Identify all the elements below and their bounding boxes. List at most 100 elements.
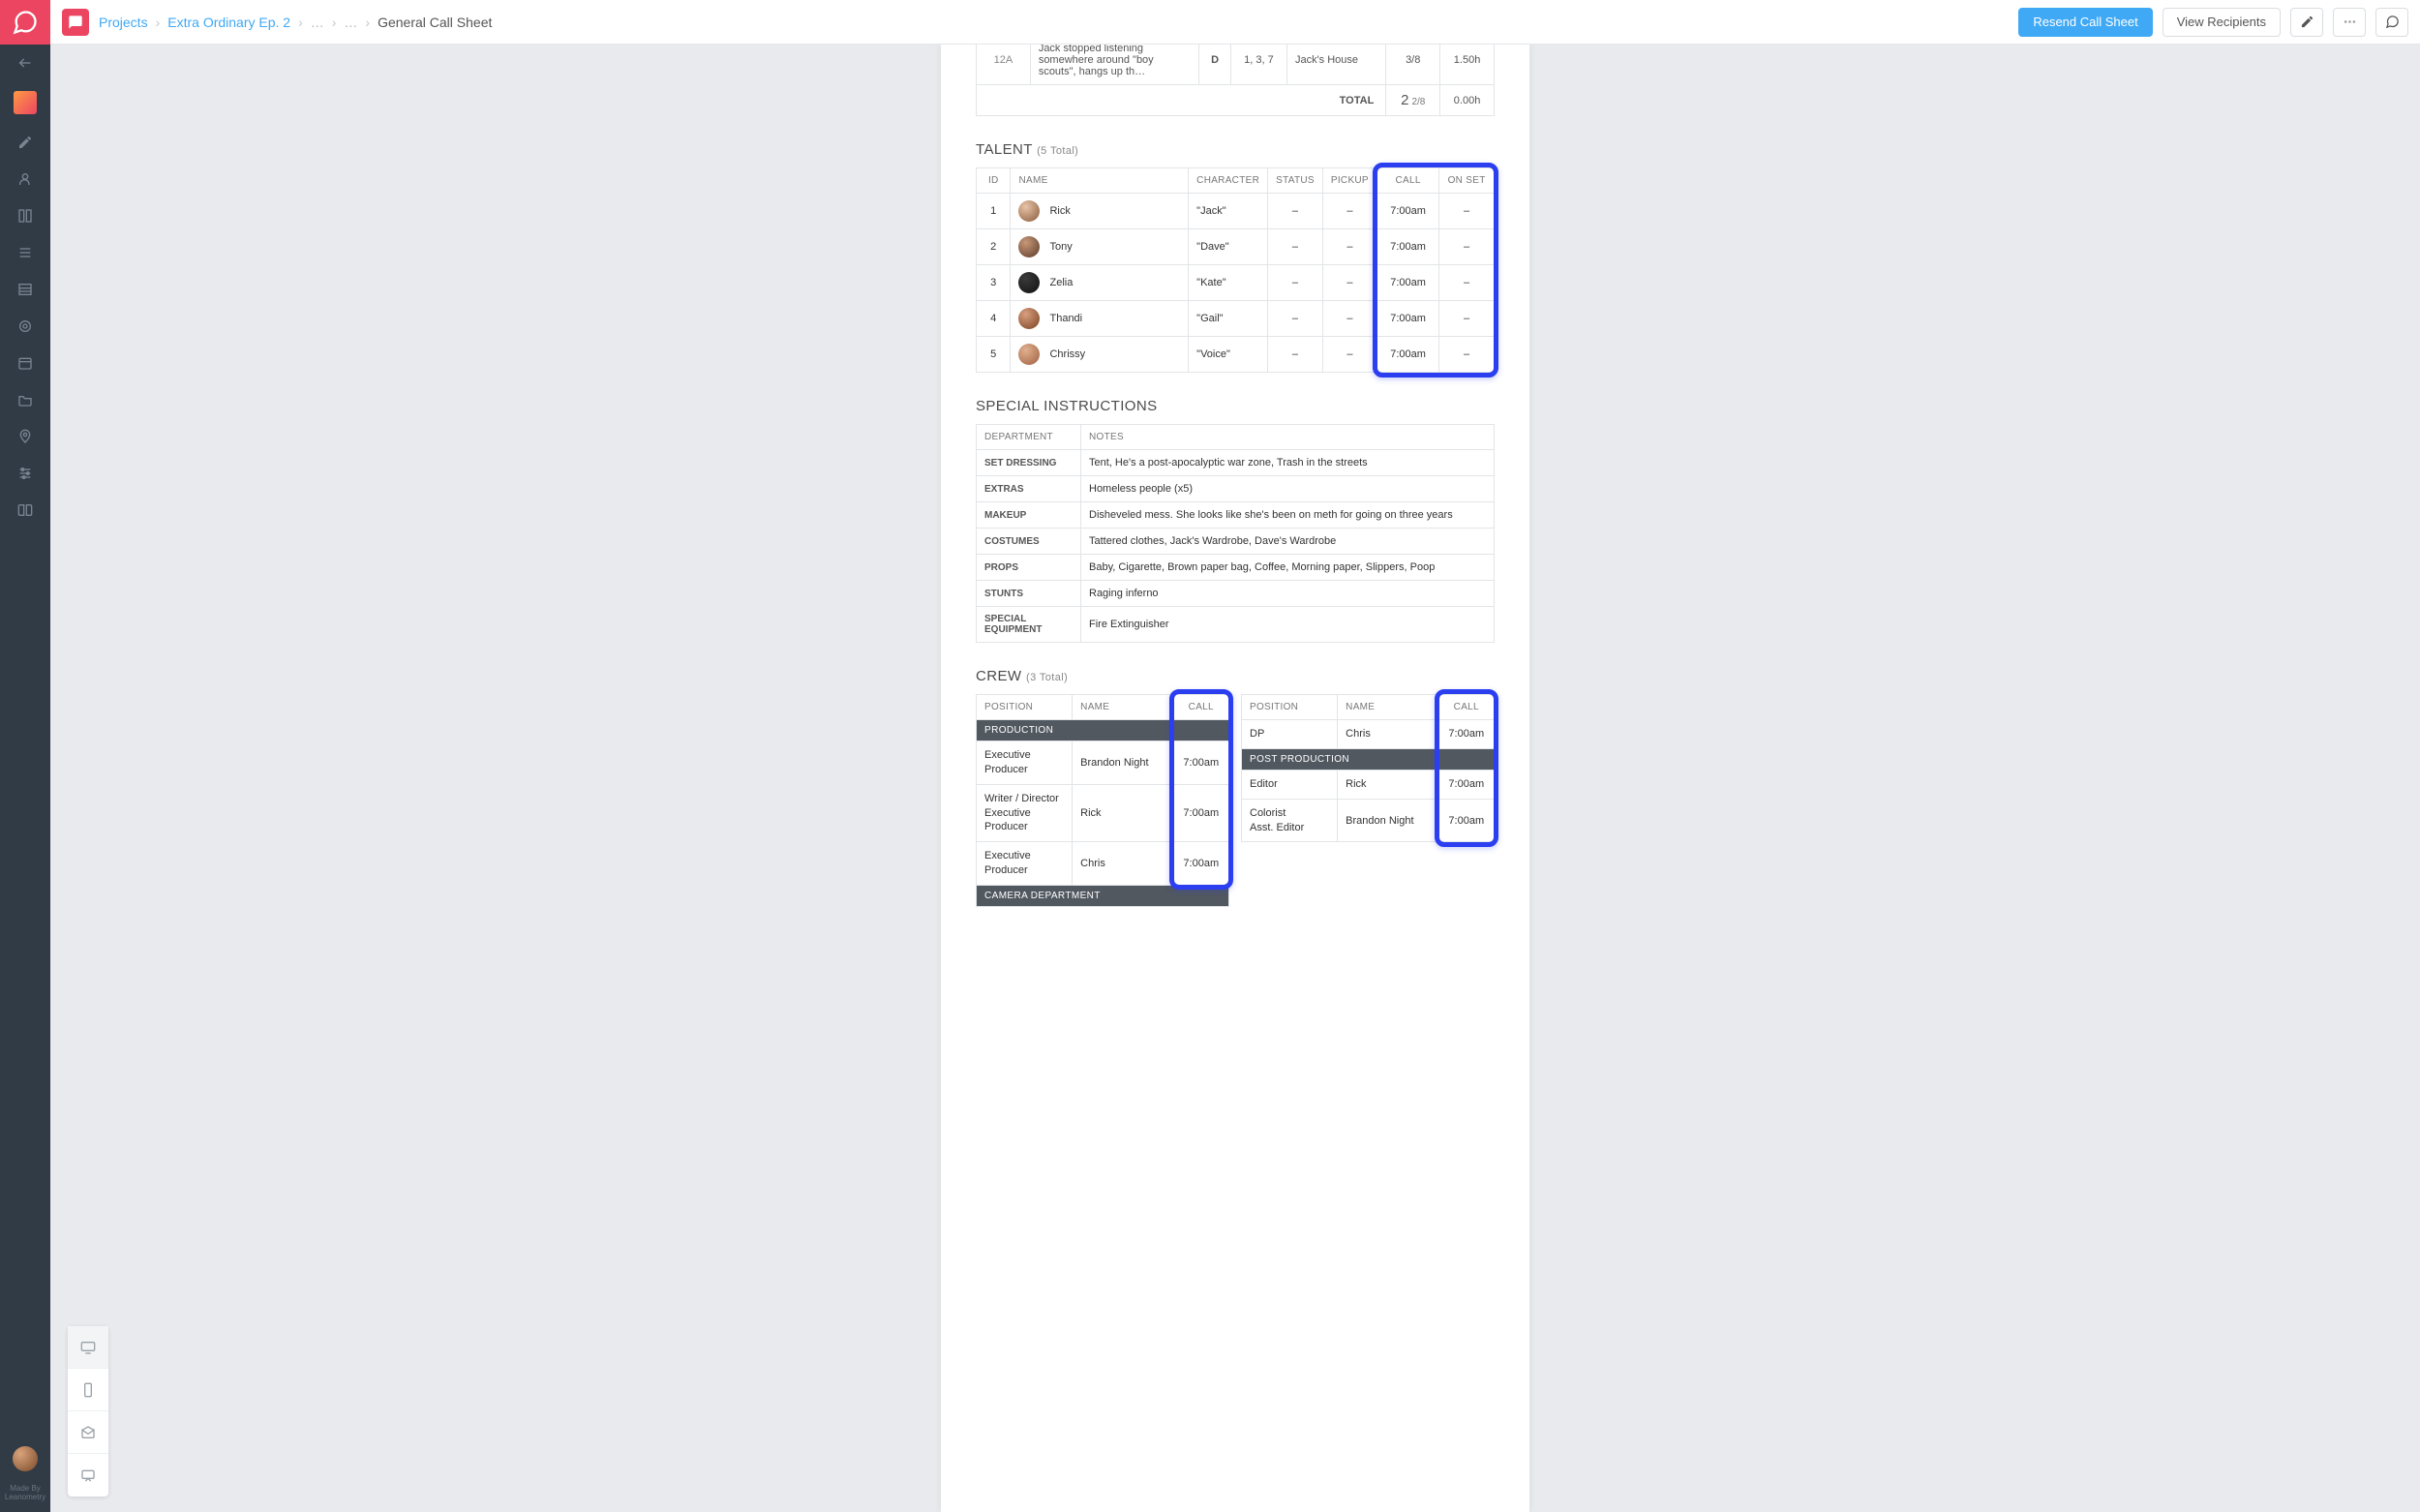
special-dept: COSTUMES [977,529,1081,555]
talent-table: ID NAME CHARACTER STATUS PICKUP CALL ON … [976,167,1495,373]
talent-status: – [1268,265,1323,301]
col-position: POSITION [1242,695,1338,720]
mobile-view-button[interactable] [68,1369,108,1411]
col-call: CALL [1376,168,1438,194]
crew-row[interactable]: DPChris7:00am [1242,720,1495,749]
talent-character: "Jack" [1189,194,1268,229]
crew-position: Editor [1242,770,1338,799]
left-sidebar: Made By Leanometry [0,0,50,1512]
talent-id: 5 [977,337,1011,373]
chevron-right-icon: › [298,15,303,30]
avatar [1018,200,1040,222]
calendar-icon[interactable] [0,345,50,381]
col-name: NAME [1338,695,1438,720]
list-icon[interactable] [0,234,50,271]
edit-button[interactable] [2290,8,2323,37]
crew-row[interactable]: EditorRick7:00am [1242,770,1495,799]
grid-icon[interactable] [0,271,50,308]
chat-view-button[interactable] [68,1454,108,1497]
breadcrumb-episode[interactable]: Extra Ordinary Ep. 2 [167,15,290,30]
user-avatar[interactable] [13,1446,38,1471]
special-row: PROPSBaby, Cigarette, Brown paper bag, C… [977,555,1495,581]
col-status: STATUS [1268,168,1323,194]
project-thumb[interactable] [14,91,37,114]
talent-call: 7:00am [1376,265,1438,301]
crew-call: 7:00am [1438,720,1494,749]
crew-call: 7:00am [1173,842,1228,886]
sliders-icon[interactable] [0,455,50,492]
talent-call: 7:00am [1376,301,1438,337]
call-sheet-page: 12A Jack stopped listening somewhere aro… [941,45,1529,1512]
crew-row[interactable]: Executive ProducerChris7:00am [977,842,1229,886]
columns-icon[interactable] [0,197,50,234]
special-row: EXTRASHomeless people (x5) [977,476,1495,502]
content-scroll[interactable]: 12A Jack stopped listening somewhere aro… [50,45,2420,1512]
talent-status: – [1268,229,1323,265]
crew-name: Rick [1338,770,1438,799]
pencil-icon[interactable] [0,124,50,161]
talent-pickup: – [1322,229,1376,265]
breadcrumb-dots[interactable]: … [344,15,357,30]
back-icon[interactable] [0,45,50,81]
crew-title: CREW (3 Total) [976,668,1495,684]
talent-pickup: – [1322,337,1376,373]
crew-row[interactable]: ColoristAsst. EditorBrandon Night7:00am [1242,799,1495,842]
more-button[interactable] [2333,8,2366,37]
col-pickup: PICKUP [1322,168,1376,194]
special-dept: PROPS [977,555,1081,581]
dept-row: CAMERA DEPARTMENT [977,885,1229,906]
crew-call: 7:00am [1173,784,1228,842]
talent-row[interactable]: 1Rick"Jack"––7:00am– [977,194,1495,229]
col-position: POSITION [977,695,1073,720]
talent-row[interactable]: 4Thandi"Gail"––7:00am– [977,301,1495,337]
crew-row[interactable]: Writer / DirectorExecutive ProducerRick7… [977,784,1229,842]
col-name: NAME [1073,695,1173,720]
desktop-view-button[interactable] [68,1326,108,1369]
col-call: CALL [1173,695,1228,720]
view-recipients-button[interactable]: View Recipients [2163,8,2281,37]
talent-onset: – [1439,301,1495,337]
crew-position: Executive Producer [977,842,1073,886]
avatar [1018,236,1040,257]
talent-row[interactable]: 5Chrissy"Voice"––7:00am– [977,337,1495,373]
talent-row[interactable]: 2Tony"Dave"––7:00am– [977,229,1495,265]
user-icon[interactable] [0,161,50,197]
breadcrumb-projects[interactable]: Projects [99,15,148,30]
app-logo[interactable] [0,0,50,45]
gear-icon[interactable] [0,308,50,345]
talent-row[interactable]: 3Zelia"Kate"––7:00am– [977,265,1495,301]
talent-name: Thandi [1011,301,1189,337]
special-notes: Disheveled mess. She looks like she's be… [1081,502,1495,529]
book-icon[interactable] [0,492,50,529]
special-notes: Fire Extinguisher [1081,607,1495,643]
special-row: STUNTSRaging inferno [977,581,1495,607]
special-notes: Baby, Cigarette, Brown paper bag, Coffee… [1081,555,1495,581]
crew-row[interactable]: Executive ProducerBrandon Night7:00am [977,741,1229,785]
special-row: MAKEUPDisheveled mess. She looks like sh… [977,502,1495,529]
inbox-view-button[interactable] [68,1411,108,1454]
chevron-right-icon: › [332,15,337,30]
breadcrumb: Projects › Extra Ordinary Ep. 2 › … › … … [99,15,492,30]
col-id: ID [977,168,1011,194]
talent-pickup: – [1322,194,1376,229]
talent-character: "Kate" [1189,265,1268,301]
special-dept: STUNTS [977,581,1081,607]
location-icon[interactable] [0,418,50,455]
talent-status: – [1268,301,1323,337]
talent-onset: – [1439,229,1495,265]
col-call: CALL [1438,695,1494,720]
special-dept: SPECIAL EQUIPMENT [977,607,1081,643]
resend-button[interactable]: Resend Call Sheet [2018,8,2152,37]
crew-call: 7:00am [1438,799,1494,842]
header-app-icon[interactable] [62,9,89,36]
talent-call: 7:00am [1376,229,1438,265]
talent-id: 2 [977,229,1011,265]
talent-title: TALENT (5 Total) [976,141,1495,158]
talent-id: 4 [977,301,1011,337]
chat-button[interactable] [2375,8,2408,37]
folder-icon[interactable] [0,381,50,418]
talent-status: – [1268,194,1323,229]
breadcrumb-dots[interactable]: … [311,15,324,30]
special-row: SET DRESSINGTent, He's a post-apocalypti… [977,450,1495,476]
special-title: SPECIAL INSTRUCTIONS [976,398,1495,414]
